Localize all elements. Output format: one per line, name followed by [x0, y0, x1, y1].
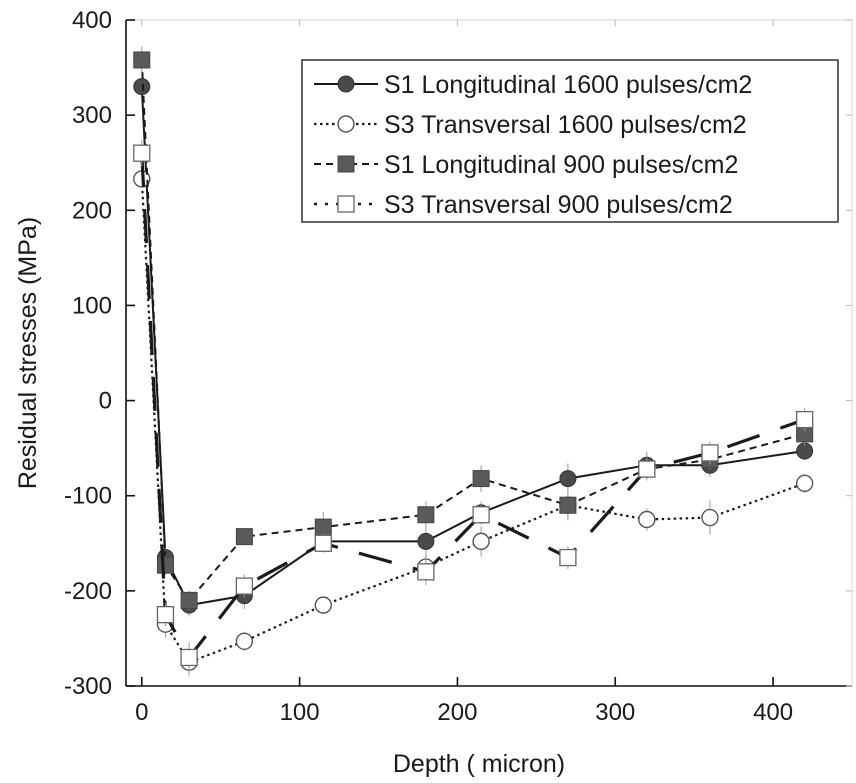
data-point — [795, 474, 814, 493]
data-point — [701, 508, 719, 527]
data-point — [472, 506, 490, 524]
data-point — [701, 444, 719, 462]
legend-swatch-marker — [337, 155, 355, 173]
data-point — [235, 632, 254, 650]
data-point — [638, 510, 656, 529]
data-point — [156, 605, 175, 624]
data-point — [472, 532, 490, 551]
y-tick-label: 100 — [72, 292, 112, 319]
legend-swatch-marker — [337, 195, 355, 213]
data-point — [133, 144, 151, 162]
y-tick-label: 400 — [72, 7, 112, 34]
plot-axes: 400 300 200 100 0 -100 -200 -300 0 100 200 300 400 — [64, 7, 853, 726]
data-point — [180, 648, 198, 667]
data-point — [796, 410, 814, 429]
data-point — [559, 496, 577, 514]
data-point — [417, 506, 435, 524]
series-4 — [133, 139, 814, 673]
legend-label: S1 Longitudinal 900 pulses/cm2 — [384, 151, 738, 179]
x-tick-label: 400 — [753, 699, 793, 726]
legend-swatch-marker — [337, 115, 355, 133]
data-point — [180, 591, 198, 609]
data-point — [559, 548, 577, 567]
x-tick-label: 100 — [280, 699, 320, 726]
series-line — [140, 59, 805, 603]
data-point — [235, 528, 253, 546]
legend-swatch-marker — [337, 75, 355, 93]
y-axis-label: Residual stresses (MPa) — [14, 217, 42, 489]
data-point — [417, 563, 435, 581]
legend-label: S3 Transversal 1600 pulses/cm2 — [384, 111, 747, 139]
data-point — [796, 442, 814, 460]
legend-label: S1 Longitudinal 1600 pulses/cm2 — [384, 71, 752, 99]
data-point — [235, 577, 254, 595]
series-layer — [133, 46, 814, 676]
x-axis-label: Depth ( micron) — [393, 750, 565, 778]
y-tick-label: 200 — [72, 197, 112, 224]
y-tick-label: -200 — [64, 578, 112, 605]
data-point — [156, 556, 174, 574]
data-point — [314, 534, 332, 552]
x-tick-label: 200 — [437, 699, 477, 726]
legend-box — [301, 59, 839, 223]
y-tick-label: -300 — [64, 673, 112, 700]
data-point — [417, 532, 435, 550]
y-tick-label: -100 — [64, 483, 112, 510]
data-point — [133, 51, 151, 69]
data-point — [314, 596, 332, 614]
data-point — [472, 470, 490, 488]
data-point — [559, 470, 577, 488]
x-tick-label: 300 — [595, 699, 635, 726]
y-tick-label: 0 — [99, 388, 112, 415]
legend: S1 Longitudinal 1600 pulses/cm2 S3 Transv… — [301, 59, 839, 223]
x-tick-label: 0 — [135, 699, 148, 726]
legend-label: S3 Transversal 900 pulses/cm2 — [384, 191, 733, 219]
y-tick-label: 300 — [72, 102, 112, 129]
data-point — [314, 518, 332, 536]
data-point — [638, 460, 656, 478]
data-point — [133, 78, 151, 96]
